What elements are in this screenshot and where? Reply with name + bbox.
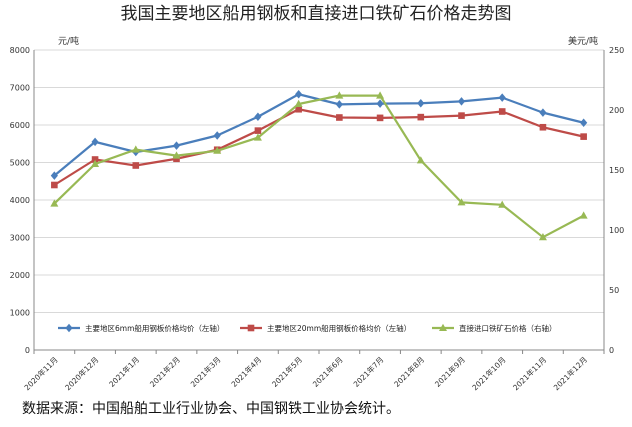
x-tick-label: 2021年5月 bbox=[270, 354, 305, 389]
data-point-series-2 bbox=[458, 112, 465, 119]
left-tick-label: 2000 bbox=[10, 271, 30, 280]
data-point-series-2 bbox=[295, 105, 302, 113]
data-point-series-3 bbox=[376, 91, 385, 99]
x-tick-label: 2020年11月 bbox=[22, 354, 60, 392]
data-point-series-1 bbox=[50, 171, 58, 180]
data-point-series-1 bbox=[172, 141, 181, 150]
left-tick-label: 7000 bbox=[10, 84, 30, 93]
data-point-series-2 bbox=[417, 113, 425, 121]
data-point-series-1 bbox=[295, 90, 303, 99]
left-tick-label: 8000 bbox=[10, 46, 30, 55]
left-axis-unit: 元/吨 bbox=[58, 35, 79, 47]
data-point-series-2 bbox=[580, 133, 587, 140]
source-note: 数据来源：中国船舶工业行业协会、中国钢铁工业协会统计。 bbox=[22, 401, 400, 417]
data-point-series-3 bbox=[172, 151, 181, 159]
data-point-series-1 bbox=[91, 137, 99, 147]
data-point-series-1 bbox=[213, 131, 221, 140]
left-tick-label: 5000 bbox=[10, 159, 30, 168]
chart-title: 我国主要地区船用钢板和直接进口铁矿石价格走势图 bbox=[121, 4, 512, 24]
left-tick-label: 0 bbox=[25, 346, 30, 355]
data-point-series-1 bbox=[335, 100, 343, 109]
x-tick-label: 2021年6月 bbox=[310, 354, 345, 389]
left-tick-label: 6000 bbox=[10, 121, 30, 130]
x-tick-label: 2021年8月 bbox=[392, 354, 427, 389]
right-tick-label: 200 bbox=[609, 106, 624, 115]
data-point-series-2 bbox=[498, 108, 506, 115]
x-tick-label: 2021年10月 bbox=[470, 354, 508, 392]
data-point-series-3 bbox=[457, 198, 466, 206]
data-point-series-2 bbox=[539, 123, 547, 131]
data-point-series-3 bbox=[253, 133, 262, 141]
series-line-3 bbox=[53, 94, 585, 239]
x-tick-label: 2021年11月 bbox=[510, 354, 548, 392]
legend: 主要地区6mm船用钢板价格均价（左轴） 主要地区20mm船用钢板价格均价（左轴） 直… bbox=[58, 323, 557, 333]
data-point-series-3 bbox=[538, 233, 547, 241]
data-point-series-1 bbox=[417, 99, 425, 108]
right-tick-label: 250 bbox=[609, 46, 624, 55]
data-point-series-2 bbox=[336, 114, 343, 121]
data-point-series-3 bbox=[50, 199, 59, 207]
data-point-series-3 bbox=[131, 145, 140, 153]
data-point-series-2 bbox=[132, 162, 140, 169]
data-point-series-3 bbox=[579, 211, 588, 219]
data-point-series-3 bbox=[498, 200, 507, 208]
gridlines bbox=[34, 49, 604, 351]
left-tick-label: 3000 bbox=[10, 234, 30, 243]
legend-entry-1: 主要地区6mm船用钢板价格均价（左轴） bbox=[85, 323, 224, 333]
legend-marker bbox=[439, 323, 447, 331]
data-point-series-3 bbox=[416, 156, 425, 164]
data-point-series-3 bbox=[91, 159, 100, 167]
right-tick-label: 150 bbox=[609, 166, 624, 175]
legend-marker bbox=[65, 323, 73, 333]
data-point-series-2 bbox=[51, 181, 58, 189]
legend-marker bbox=[247, 324, 255, 332]
x-tick-label: 2021年2月 bbox=[147, 354, 182, 389]
data-point-series-1 bbox=[580, 118, 588, 127]
data-point-series-1 bbox=[376, 99, 384, 108]
x-tick-label: 2020年12月 bbox=[63, 354, 101, 392]
left-tick-label: 4000 bbox=[10, 196, 30, 205]
data-point-series-1 bbox=[457, 97, 466, 106]
x-tick-label: 2021年3月 bbox=[188, 354, 223, 389]
data-point-series-2 bbox=[376, 114, 384, 122]
right-tick-label: 50 bbox=[609, 286, 619, 295]
x-tick-label: 2021年7月 bbox=[351, 354, 386, 389]
legend-entry-3: 直接进口铁矿石价格（右轴） bbox=[459, 323, 557, 333]
x-tick-label: 2021年12月 bbox=[551, 354, 589, 392]
data-point-series-1 bbox=[539, 108, 547, 117]
legend-entry-2: 主要地区20mm船用钢板价格均价（左轴） bbox=[267, 323, 411, 333]
data-point-series-1 bbox=[254, 112, 262, 121]
x-tick-label: 2021年1月 bbox=[107, 354, 142, 389]
data-point-series-2 bbox=[173, 155, 180, 163]
data-point-series-2 bbox=[254, 127, 262, 134]
right-tick-label: 0 bbox=[609, 346, 614, 355]
right-tick-label: 100 bbox=[609, 226, 624, 235]
series-line-2 bbox=[53, 108, 584, 186]
data-point-series-1 bbox=[498, 93, 506, 102]
data-point-series-3 bbox=[294, 99, 303, 107]
left-tick-label: 1000 bbox=[10, 309, 30, 318]
x-tick-label: 2021年9月 bbox=[432, 354, 467, 389]
right-axis-unit: 美元/吨 bbox=[568, 35, 598, 47]
data-point-series-3 bbox=[335, 91, 344, 99]
x-tick-label: 2021年4月 bbox=[229, 354, 264, 389]
data-point-series-3 bbox=[213, 146, 222, 154]
data-point-series-2 bbox=[91, 156, 99, 163]
series-layer bbox=[50, 90, 588, 241]
